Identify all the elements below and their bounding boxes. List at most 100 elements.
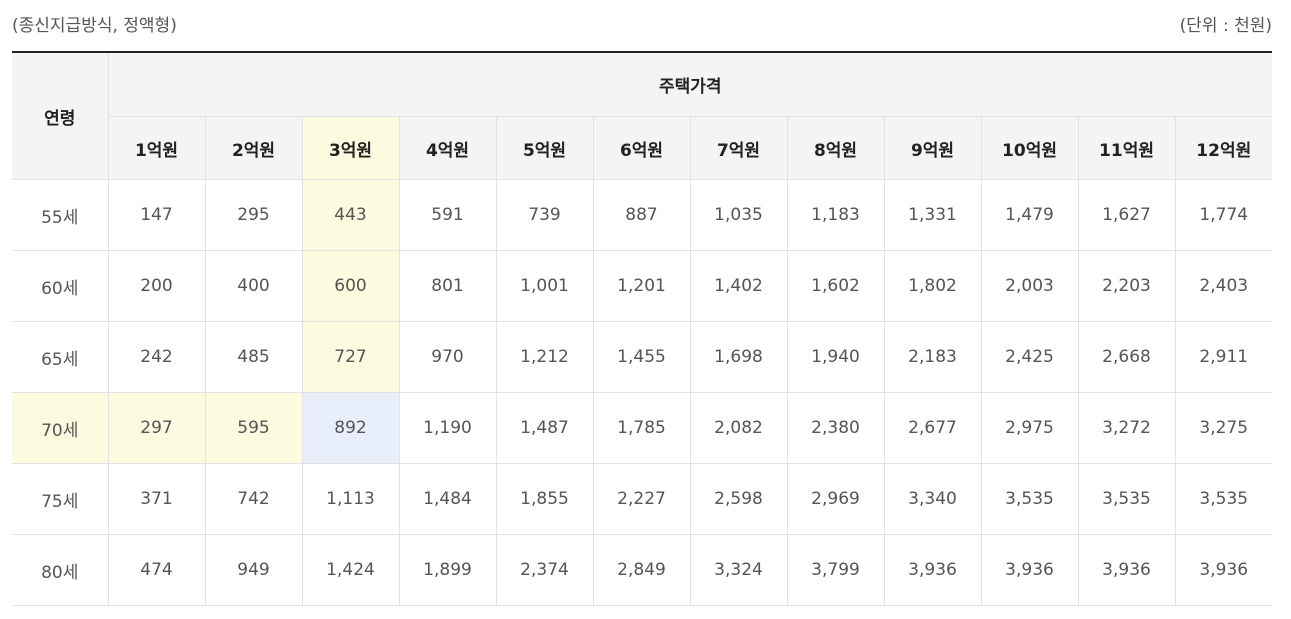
table-row: 60세 200 400 600 801 1,001 1,201 1,402 1,602 1,802… — [12, 250, 1272, 322]
price-column-header: 4억원 — [399, 116, 497, 180]
pension-value-cell: 3,324 — [690, 534, 788, 606]
pension-value-cell: 474 — [108, 534, 206, 606]
pension-value-cell: 2,082 — [690, 392, 788, 464]
price-column-header: 11억원 — [1078, 116, 1176, 180]
house-price-header-row: 1억원 2억원 3억원 4억원 5억원 6억원 7억원 8억원 9억원 10억원 11억원 12억원 — [12, 116, 1272, 180]
table-header: 연령 주택가격 1억원 2억원 3억원 4억원 5억원 6억원 7억원 8억원 9억원 10억원 1… — [12, 52, 1272, 180]
pension-value-cell: 2,598 — [690, 463, 788, 535]
pension-value-cell: 591 — [399, 179, 497, 251]
monthly-pension-table: 연령 주택가격 1억원 2억원 3억원 4억원 5억원 6억원 7억원 8억원 9억원 10억원 1… — [12, 51, 1272, 606]
pension-value-cell: 295 — [205, 179, 303, 251]
age-column-header: 연령 — [12, 52, 109, 180]
age-cell: 55세 — [12, 179, 109, 251]
pension-value-cell: 1,113 — [302, 463, 400, 535]
price-column-header: 9억원 — [884, 116, 982, 180]
pension-value-cell: 1,802 — [884, 250, 982, 322]
pension-value-cell: 2,849 — [593, 534, 691, 606]
pension-value-cell: 1,487 — [496, 392, 594, 464]
price-column-header: 12억원 — [1175, 116, 1272, 180]
pension-value-cell: 3,535 — [981, 463, 1079, 535]
pension-value-cell: 443 — [302, 179, 400, 251]
pension-value-cell: 3,936 — [884, 534, 982, 606]
price-column-header: 10억원 — [981, 116, 1079, 180]
pension-value-cell: 1,698 — [690, 321, 788, 393]
pension-value-cell: 892 — [302, 392, 400, 464]
pension-value-cell: 1,424 — [302, 534, 400, 606]
pension-value-cell: 600 — [302, 250, 400, 322]
pension-value-cell: 949 — [205, 534, 303, 606]
pension-value-cell: 2,003 — [981, 250, 1079, 322]
pension-value-cell: 3,340 — [884, 463, 982, 535]
pension-value-cell: 200 — [108, 250, 206, 322]
pension-value-cell: 1,627 — [1078, 179, 1176, 251]
pension-value-cell: 3,535 — [1078, 463, 1176, 535]
payment-method-note: (종신지급방식, 정액형) — [12, 15, 177, 36]
pension-value-cell: 801 — [399, 250, 497, 322]
age-cell: 70세 — [12, 392, 109, 464]
price-column-header: 2억원 — [205, 116, 303, 180]
pension-value-cell: 970 — [399, 321, 497, 393]
house-price-group-header: 주택가격 — [108, 52, 1272, 117]
price-column-header: 8억원 — [787, 116, 885, 180]
pension-value-cell: 1,001 — [496, 250, 594, 322]
pension-value-cell: 2,969 — [787, 463, 885, 535]
pension-value-cell: 2,403 — [1175, 250, 1272, 322]
table-row: 70세 297 595 892 1,190 1,487 1,785 2,082 2,380 2,6… — [12, 392, 1272, 464]
pension-value-cell: 1,774 — [1175, 179, 1272, 251]
table-body: 55세 147 295 443 591 739 887 1,035 1,183 1,331 1,47… — [12, 179, 1272, 606]
pension-value-cell: 485 — [205, 321, 303, 393]
age-cell: 60세 — [12, 250, 109, 322]
pension-value-cell: 2,975 — [981, 392, 1079, 464]
pension-value-cell: 2,374 — [496, 534, 594, 606]
pension-value-cell: 1,484 — [399, 463, 497, 535]
unit-note: (단위 : 천원) — [1179, 15, 1272, 36]
pension-value-cell: 887 — [593, 179, 691, 251]
pension-value-cell: 3,936 — [1175, 534, 1272, 606]
pension-value-cell: 1,785 — [593, 392, 691, 464]
pension-value-cell: 3,936 — [981, 534, 1079, 606]
pension-value-cell: 2,183 — [884, 321, 982, 393]
pension-value-cell: 371 — [108, 463, 206, 535]
pension-value-cell: 1,212 — [496, 321, 594, 393]
header-row-group: 연령 주택가격 — [12, 52, 1272, 180]
pension-value-cell: 727 — [302, 321, 400, 393]
pension-value-cell: 742 — [205, 463, 303, 535]
table-caption-row: (종신지급방식, 정액형) (단위 : 천원) — [12, 8, 1272, 38]
table-row: 65세 242 485 727 970 1,212 1,455 1,698 1,940 2,183… — [12, 321, 1272, 393]
age-cell: 65세 — [12, 321, 109, 393]
pension-value-cell: 739 — [496, 179, 594, 251]
pension-value-cell: 2,203 — [1078, 250, 1176, 322]
pension-value-cell: 3,272 — [1078, 392, 1176, 464]
age-cell: 80세 — [12, 534, 109, 606]
table-row: 55세 147 295 443 591 739 887 1,035 1,183 1,331 1,47… — [12, 179, 1272, 251]
pension-value-cell: 1,035 — [690, 179, 788, 251]
pension-value-cell: 242 — [108, 321, 206, 393]
pension-value-cell: 1,201 — [593, 250, 691, 322]
age-cell: 75세 — [12, 463, 109, 535]
pension-value-cell: 147 — [108, 179, 206, 251]
pension-value-cell: 2,911 — [1175, 321, 1272, 393]
table-row: 75세 371 742 1,113 1,484 1,855 2,227 2,598 2,969 3… — [12, 463, 1272, 535]
pension-value-cell: 1,183 — [787, 179, 885, 251]
pension-value-cell: 3,936 — [1078, 534, 1176, 606]
pension-value-cell: 400 — [205, 250, 303, 322]
pension-value-cell: 2,668 — [1078, 321, 1176, 393]
pension-value-cell: 1,940 — [787, 321, 885, 393]
price-column-header: 5억원 — [496, 116, 594, 180]
pension-value-cell: 1,602 — [787, 250, 885, 322]
pension-value-cell: 595 — [205, 392, 303, 464]
price-column-header: 3억원 — [302, 116, 400, 180]
table-row: 80세 474 949 1,424 1,899 2,374 2,849 3,324 3,799 3… — [12, 534, 1272, 606]
pension-value-cell: 3,275 — [1175, 392, 1272, 464]
pension-value-cell: 2,677 — [884, 392, 982, 464]
pension-value-cell: 1,899 — [399, 534, 497, 606]
pension-value-cell: 297 — [108, 392, 206, 464]
pension-value-cell: 1,455 — [593, 321, 691, 393]
pension-value-cell: 1,402 — [690, 250, 788, 322]
pension-value-cell: 1,855 — [496, 463, 594, 535]
pension-value-cell: 1,331 — [884, 179, 982, 251]
pension-value-cell: 2,425 — [981, 321, 1079, 393]
pension-value-cell: 2,380 — [787, 392, 885, 464]
price-column-header: 6억원 — [593, 116, 691, 180]
price-column-header: 1억원 — [108, 116, 206, 180]
